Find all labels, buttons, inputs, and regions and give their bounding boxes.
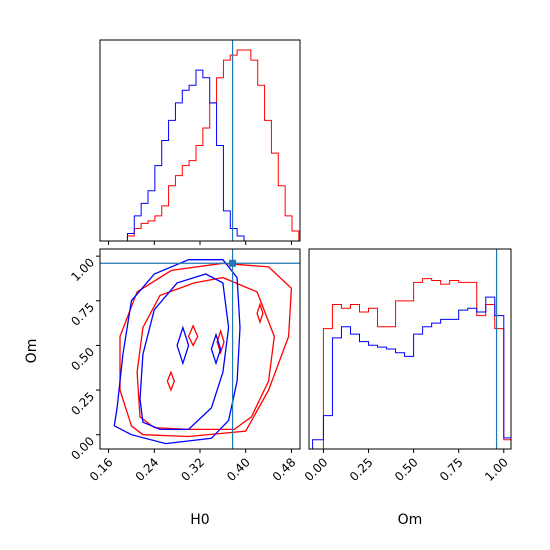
h0-tick-label: 0.16 (87, 455, 116, 484)
x-axis-label-h0: H0 (190, 512, 209, 528)
panel-h0-om-contours: 0.16 0.24 0.32 0.40 0.48 0.00 0.25 0.50 0.75 1.00 (68, 248, 301, 484)
h0-histogram-series-b (100, 69, 299, 241)
contour-series-a (187, 324, 199, 347)
h0-tick-label: 0.48 (270, 455, 299, 484)
truth-marker (229, 259, 237, 267)
om-hist-tick-label: 0.50 (392, 455, 421, 484)
om-tick-label: 1.00 (68, 255, 97, 284)
contour-series-b (139, 273, 230, 431)
h0-tick-label: 0.32 (178, 455, 207, 484)
contour-series-b (176, 325, 190, 366)
om-tick-label: 0.00 (68, 434, 97, 463)
contour-series-a (119, 262, 293, 438)
om-histogram-series-a (312, 278, 511, 449)
contour-series-b (210, 332, 222, 366)
h0-tick-label: 0.24 (133, 455, 162, 484)
contour-series-a (216, 328, 225, 355)
contour-series-a (256, 302, 264, 325)
x-axis-label-om: Om (398, 512, 423, 528)
om-hist-tick-label: 1.00 (482, 455, 511, 484)
om-tick-label: 0.25 (68, 389, 97, 418)
contour-series-a (166, 370, 175, 392)
om-histogram-series-b (312, 296, 511, 449)
om-histogram-frame (308, 248, 512, 450)
om-hist-tick-label: 0.75 (437, 455, 466, 484)
om-hist-tick-label: 0.00 (302, 455, 331, 484)
panel-h0-histogram (99, 39, 301, 245)
panel-om-histogram: 0.00 0.25 0.50 0.75 1.00 (302, 248, 512, 484)
h0-histogram-series-a (100, 49, 300, 241)
om-tick-label: 0.50 (68, 345, 97, 374)
y-axis-label-om: Om (24, 339, 40, 364)
h0-tick-label: 0.40 (224, 455, 253, 484)
om-hist-tick-label: 0.25 (347, 455, 376, 484)
om-tick-label: 0.75 (68, 300, 97, 329)
contour-series-a (136, 276, 275, 431)
contour-series-b (113, 259, 241, 445)
